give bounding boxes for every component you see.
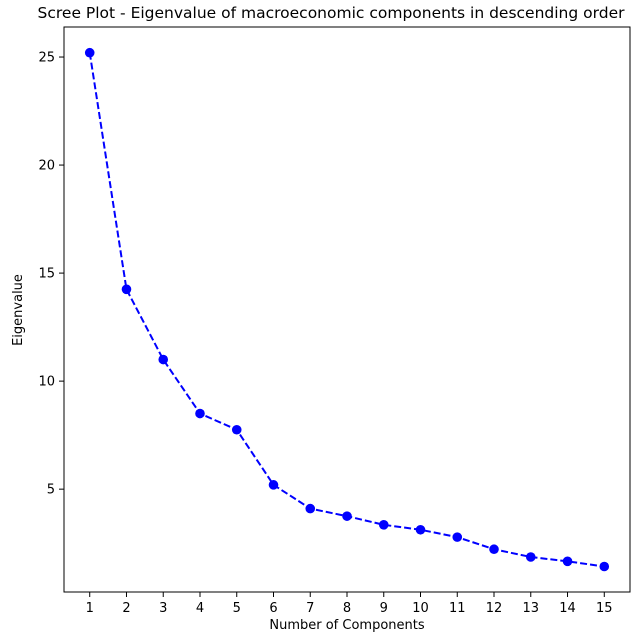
data-point	[415, 524, 426, 535]
y-axis-title: Eigenvalue	[11, 274, 26, 346]
y-tick-label: 15	[38, 267, 55, 282]
x-tick-label: 15	[596, 601, 613, 616]
x-tick-label: 5	[233, 601, 241, 616]
x-tick-label: 4	[196, 601, 204, 616]
data-point	[599, 561, 610, 572]
y-tick-label: 25	[38, 51, 55, 66]
data-point	[378, 520, 389, 530]
x-tick-label: 6	[269, 601, 277, 616]
data-point	[231, 424, 242, 435]
x-tick-label: 2	[122, 601, 130, 616]
y-tick-label: 10	[38, 375, 55, 390]
data-point	[305, 503, 316, 514]
data-point	[525, 552, 536, 562]
data-point	[268, 480, 279, 490]
data-point	[489, 544, 499, 555]
x-tick-label: 11	[449, 601, 466, 616]
y-tick-label: 5	[47, 483, 55, 498]
x-tick-label: 8	[343, 601, 351, 616]
chart-title: Scree Plot - Eigenvalue of macroeconomic…	[38, 4, 626, 22]
x-tick-label: 7	[306, 601, 314, 616]
series-line	[88, 52, 605, 568]
data-point	[121, 284, 132, 295]
x-tick-label: 12	[486, 601, 503, 616]
data-point	[342, 511, 352, 521]
y-axis: 5 10 15 20 25	[38, 51, 64, 498]
x-tick-label: 3	[159, 601, 167, 616]
y-tick-label: 20	[38, 159, 55, 174]
data-point	[452, 532, 463, 542]
series-layer	[84, 47, 610, 572]
data-point	[195, 408, 205, 419]
x-tick-label: 10	[412, 601, 429, 616]
x-axis-title: Number of Components	[269, 618, 424, 633]
plot-area-frame	[63, 26, 631, 593]
x-tick-label: 9	[380, 601, 388, 616]
data-point	[84, 47, 95, 58]
data-point	[562, 556, 573, 567]
x-tick-label: 13	[522, 601, 539, 616]
data-point	[158, 354, 169, 365]
x-axis: 1 2 3 4 5 6 7 8 9 10 11 12 13 14 15	[86, 592, 613, 616]
x-tick-label: 14	[559, 601, 576, 616]
x-tick-label: 1	[86, 601, 94, 616]
